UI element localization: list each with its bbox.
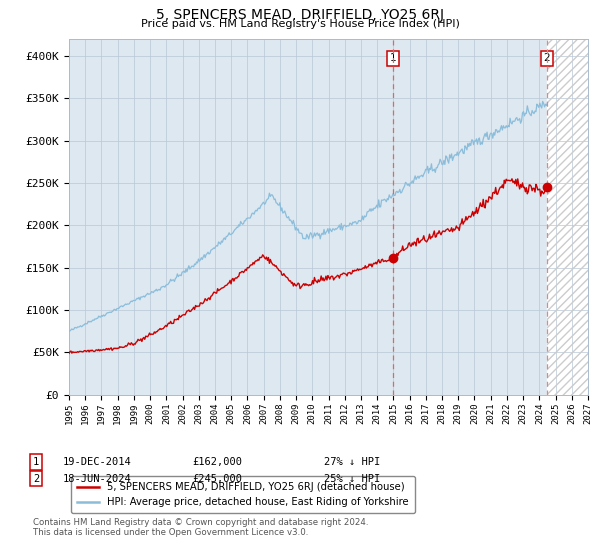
Text: This data is licensed under the Open Government Licence v3.0.: This data is licensed under the Open Gov…: [33, 529, 308, 538]
Bar: [547, 39, 588, 395]
Text: 1: 1: [33, 457, 39, 467]
Text: Price paid vs. HM Land Registry's House Price Index (HPI): Price paid vs. HM Land Registry's House …: [140, 19, 460, 29]
Text: 19-DEC-2014: 19-DEC-2014: [63, 457, 132, 467]
Text: £245,000: £245,000: [192, 474, 242, 484]
Text: 27% ↓ HPI: 27% ↓ HPI: [324, 457, 380, 467]
Text: Contains HM Land Registry data © Crown copyright and database right 2024.: Contains HM Land Registry data © Crown c…: [33, 519, 368, 528]
Text: 5, SPENCERS MEAD, DRIFFIELD, YO25 6RJ: 5, SPENCERS MEAD, DRIFFIELD, YO25 6RJ: [156, 8, 444, 22]
Text: 25% ↓ HPI: 25% ↓ HPI: [324, 474, 380, 484]
Text: 2: 2: [33, 474, 39, 484]
Legend: 5, SPENCERS MEAD, DRIFFIELD, YO25 6RJ (detached house), HPI: Average price, deta: 5, SPENCERS MEAD, DRIFFIELD, YO25 6RJ (d…: [71, 476, 415, 514]
Text: 18-JUN-2024: 18-JUN-2024: [63, 474, 132, 484]
Text: £162,000: £162,000: [192, 457, 242, 467]
Bar: [547, 39, 588, 395]
Text: 2: 2: [544, 53, 550, 63]
Text: 1: 1: [389, 53, 396, 63]
